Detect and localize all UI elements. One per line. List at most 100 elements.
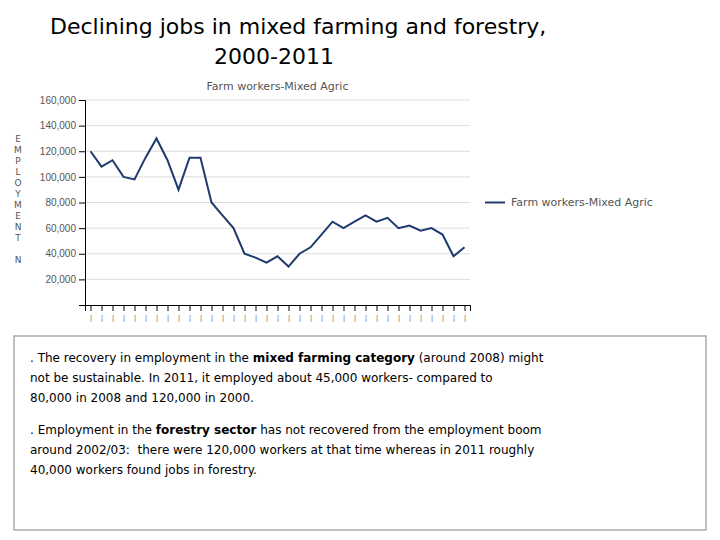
x-tick: | [277, 305, 279, 322]
x-tick-label: | [90, 313, 92, 322]
x-tick-label: | [145, 313, 147, 322]
x-tick-label: | [409, 313, 411, 322]
x-tick-mark [267, 305, 268, 311]
y-axis: 20,00040,00060,00080,000100,000120,00014… [40, 95, 86, 306]
x-tick: | [200, 305, 202, 322]
x-tick: | [398, 305, 400, 322]
x-tick-label: | [442, 313, 444, 322]
y-tick: 20,000 [45, 274, 85, 285]
grid [85, 100, 470, 279]
x-tick-mark [245, 305, 246, 311]
annotation-text: around 2002/03: there were 120,000 worke… [30, 443, 534, 457]
y-tick-label: 160,000 [40, 95, 77, 106]
grid-line [85, 279, 470, 280]
chart-title: Farm workers-Mixed Agric [207, 80, 349, 93]
grid-line [85, 253, 470, 254]
y-tick: 100,000 [40, 172, 85, 183]
annotation-text: 40,000 workers found jobs in forestry. [30, 463, 257, 477]
grid-line [85, 202, 470, 203]
x-tick: | [431, 305, 433, 322]
x-tick-mark [300, 305, 301, 311]
x-tick-mark [465, 305, 466, 311]
y-tick-label: 100,000 [40, 172, 77, 183]
annotation-text: 80,000 in 2008 and 120,000 in 2000. [30, 391, 254, 405]
x-tick-label: | [156, 313, 158, 322]
x-tick: | [266, 305, 268, 322]
x-tick-label: | [233, 313, 235, 322]
x-tick: | [288, 305, 290, 322]
x-tick-mark [278, 305, 279, 311]
y-axis-line [79, 101, 86, 306]
y-tick: 140,000 [40, 120, 85, 131]
x-tick-mark [102, 305, 103, 311]
y-axis-label-char: E [15, 211, 21, 221]
x-tick-mark [223, 305, 224, 311]
x-tick: | [365, 305, 367, 322]
y-tick: 160,000 [40, 95, 85, 106]
x-tick-mark [410, 305, 411, 311]
y-axis-label-char: N [15, 255, 22, 265]
x-tick-label: | [365, 313, 367, 322]
y-axis-label-char: E [15, 134, 21, 144]
x-tick-mark [201, 305, 202, 311]
x-tick: | [145, 305, 147, 322]
x-tick: | [178, 305, 180, 322]
y-axis-label-char: L [15, 167, 20, 177]
x-tick-mark [146, 305, 147, 311]
x-tick: | [134, 305, 136, 322]
y-tick-mark [79, 151, 85, 152]
x-tick: | [211, 305, 213, 322]
x-tick-label: | [277, 313, 279, 322]
annotation-text: mixed farming category [253, 351, 415, 365]
x-tick: | [409, 305, 411, 322]
y-axis-label-char: M [14, 145, 22, 155]
x-tick-mark [256, 305, 257, 311]
y-axis-label-char [17, 244, 20, 254]
y-axis-label-char: P [15, 156, 21, 166]
title: Declining jobs in mixed farming and fore… [50, 14, 546, 39]
x-tick-mark [135, 305, 136, 311]
x-tick-mark [399, 305, 400, 311]
x-tick: | [255, 305, 257, 322]
y-tick: 120,000 [40, 146, 85, 157]
annotation-text: not be sustainable. In 2011, it employed… [30, 371, 493, 385]
annotation-text: . The recovery in employment in the [30, 351, 253, 365]
annotation-line: . The recovery in employment in the mixe… [30, 351, 544, 365]
x-tick-mark [234, 305, 235, 311]
x-tick-label: | [376, 313, 378, 322]
grid-line [85, 176, 470, 177]
x-tick: | [310, 305, 312, 322]
x-tick-mark [377, 305, 378, 311]
x-tick: | [420, 305, 422, 322]
annotation-line: 80,000 in 2008 and 120,000 in 2000. [30, 391, 254, 405]
x-tick-mark [421, 305, 422, 311]
x-tick-label: | [244, 313, 246, 322]
x-tick-label: | [200, 313, 202, 322]
x-tick-mark [289, 305, 290, 311]
x-tick-mark [443, 305, 444, 311]
x-tick-mark [355, 305, 356, 311]
grid-line [85, 100, 470, 101]
x-tick-label: | [387, 313, 389, 322]
y-tick-label: 120,000 [40, 146, 77, 157]
y-tick-label: 60,000 [45, 223, 76, 234]
legend: Farm workers-Mixed Agric [485, 196, 653, 209]
annotation-text: . Employment in the [30, 423, 156, 437]
x-tick-label: | [178, 313, 180, 322]
x-tick: | [299, 305, 301, 322]
grid-line [85, 125, 470, 126]
x-tick-label: | [453, 313, 455, 322]
x-tick-label: | [420, 313, 422, 322]
x-tick-mark [322, 305, 323, 311]
y-tick-label: 20,000 [45, 274, 76, 285]
x-tick-mark [388, 305, 389, 311]
x-tick: | [464, 305, 466, 322]
x-tick-label: | [266, 313, 268, 322]
x-tick: | [90, 305, 92, 322]
annotation-text: has not recovered from the employment bo… [256, 423, 541, 437]
x-tick: | [442, 305, 444, 322]
x-tick-mark [190, 305, 191, 311]
x-tick: | [189, 305, 191, 322]
legend-label: Farm workers-Mixed Agric [511, 196, 653, 209]
x-tick-label: | [222, 313, 224, 322]
